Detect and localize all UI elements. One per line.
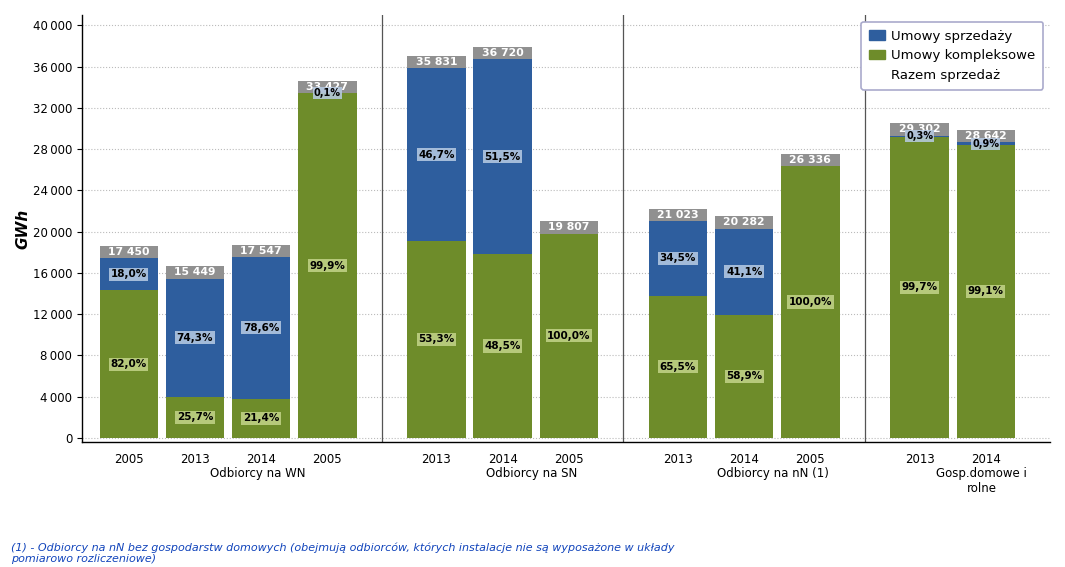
Bar	[232, 257, 291, 399]
Bar	[99, 246, 158, 258]
Text: 18,0%: 18,0%	[111, 269, 147, 279]
Text: 19 807: 19 807	[548, 222, 590, 232]
Bar	[407, 241, 465, 438]
Bar	[649, 221, 707, 296]
Text: 53,3%: 53,3%	[419, 335, 455, 344]
Text: 17 450: 17 450	[108, 247, 149, 257]
Text: 48,5%: 48,5%	[485, 341, 521, 351]
Text: 78,6%: 78,6%	[243, 323, 279, 333]
Bar	[166, 278, 224, 397]
Bar	[890, 123, 949, 136]
Text: 0,3%: 0,3%	[906, 131, 933, 141]
Text: 65,5%: 65,5%	[660, 362, 697, 372]
Text: 74,3%: 74,3%	[177, 333, 213, 343]
Bar	[166, 397, 224, 438]
Text: (1) - Odbiorcy na nN bez gospodarstw domowych (obejmują odbiorców, których insta: (1) - Odbiorcy na nN bez gospodarstw dom…	[11, 542, 674, 564]
Text: 41,1%: 41,1%	[726, 266, 763, 277]
Text: 100,0%: 100,0%	[547, 331, 591, 341]
Text: Odbiorcy na nN (1): Odbiorcy na nN (1)	[718, 467, 830, 480]
Text: 2005: 2005	[554, 454, 584, 466]
Text: 2014: 2014	[730, 454, 759, 466]
Y-axis label: GWh: GWh	[15, 208, 30, 248]
Text: 82,0%: 82,0%	[111, 359, 147, 369]
Text: 0,9%: 0,9%	[972, 139, 999, 149]
Text: 99,1%: 99,1%	[968, 286, 1003, 297]
Text: 21 023: 21 023	[657, 210, 699, 220]
Text: 35 831: 35 831	[415, 57, 457, 67]
Text: 2013: 2013	[904, 454, 934, 466]
Bar	[649, 209, 707, 221]
Text: 2013: 2013	[180, 454, 210, 466]
Text: 0,1%: 0,1%	[314, 88, 341, 98]
Text: Odbiorcy na WN: Odbiorcy na WN	[210, 467, 305, 480]
Text: 99,7%: 99,7%	[901, 282, 937, 292]
Bar	[407, 68, 465, 241]
Bar	[407, 56, 465, 68]
Text: Odbiorcy na SN: Odbiorcy na SN	[487, 467, 577, 480]
Text: 15 449: 15 449	[175, 267, 216, 277]
Text: 99,9%: 99,9%	[310, 261, 345, 270]
Bar	[99, 258, 158, 290]
Text: 29 302: 29 302	[899, 125, 940, 134]
Bar	[232, 244, 291, 257]
Bar	[99, 290, 158, 438]
Text: 58,9%: 58,9%	[726, 371, 763, 381]
Text: 2005: 2005	[114, 454, 144, 466]
Text: 51,5%: 51,5%	[485, 151, 521, 162]
Text: 36 720: 36 720	[481, 48, 524, 58]
Bar	[474, 46, 531, 59]
Bar	[298, 81, 357, 93]
Text: 28 642: 28 642	[965, 132, 1006, 141]
Text: 2005: 2005	[313, 454, 342, 466]
Text: 17 547: 17 547	[241, 246, 282, 256]
Text: 46,7%: 46,7%	[419, 150, 455, 159]
Bar	[956, 145, 1015, 438]
Bar	[540, 221, 599, 234]
Bar	[298, 94, 357, 438]
Text: 26 336: 26 336	[789, 155, 832, 165]
Bar	[166, 266, 224, 278]
Bar	[956, 142, 1015, 145]
Text: 2005: 2005	[796, 454, 825, 466]
Text: 21,4%: 21,4%	[243, 413, 279, 424]
Bar	[782, 154, 839, 166]
Text: 33 427: 33 427	[307, 82, 348, 92]
Text: 20 282: 20 282	[723, 218, 765, 227]
Text: 100,0%: 100,0%	[789, 297, 832, 307]
Legend: Umowy sprzedaży, Umowy kompleksowe, Razem sprzedaż: Umowy sprzedaży, Umowy kompleksowe, Raze…	[861, 22, 1044, 90]
Text: 2013: 2013	[422, 454, 452, 466]
Text: 25,7%: 25,7%	[177, 412, 213, 422]
Bar	[715, 315, 773, 438]
Bar	[649, 296, 707, 438]
Text: Gosp.domowe i
rolne: Gosp.domowe i rolne	[936, 467, 1028, 495]
Text: 2014: 2014	[488, 454, 518, 466]
Bar	[890, 136, 949, 137]
Bar	[715, 216, 773, 229]
Bar	[232, 399, 291, 438]
Bar	[890, 137, 949, 438]
Bar	[715, 229, 773, 315]
Bar	[540, 234, 599, 438]
Text: 2013: 2013	[663, 454, 693, 466]
Text: 2014: 2014	[246, 454, 276, 466]
Bar	[956, 130, 1015, 142]
Bar	[782, 166, 839, 438]
Bar	[474, 254, 531, 438]
Text: 34,5%: 34,5%	[660, 253, 697, 264]
Text: 2014: 2014	[971, 454, 1001, 466]
Bar	[474, 59, 531, 254]
